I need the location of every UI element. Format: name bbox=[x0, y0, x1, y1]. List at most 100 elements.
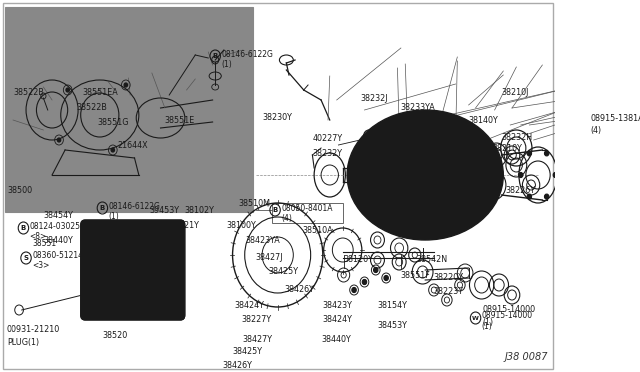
Text: B: B bbox=[21, 225, 26, 231]
Circle shape bbox=[527, 194, 531, 199]
Text: 38520: 38520 bbox=[102, 330, 127, 340]
Text: 43070Y: 43070Y bbox=[358, 170, 388, 180]
FancyBboxPatch shape bbox=[81, 220, 185, 320]
Text: 38210Y: 38210Y bbox=[493, 144, 523, 153]
Bar bbox=[271, 203, 343, 223]
Text: 38426Y: 38426Y bbox=[222, 360, 252, 369]
Text: 38440Y: 38440Y bbox=[321, 336, 351, 344]
Bar bbox=[5, 7, 253, 212]
Text: 38510M: 38510M bbox=[239, 199, 271, 208]
Text: 38233Y: 38233Y bbox=[358, 157, 388, 167]
Text: 39453Y: 39453Y bbox=[149, 205, 179, 215]
Text: 38589: 38589 bbox=[476, 164, 500, 173]
Text: 38542P: 38542P bbox=[434, 142, 464, 151]
Text: 38425Y: 38425Y bbox=[232, 347, 262, 356]
Circle shape bbox=[111, 148, 115, 152]
Text: W: W bbox=[365, 134, 372, 138]
Text: 38424Y: 38424Y bbox=[323, 315, 353, 324]
Circle shape bbox=[365, 156, 372, 164]
Text: 38210J: 38210J bbox=[502, 87, 529, 96]
Text: 08146-6122G: 08146-6122G bbox=[221, 49, 273, 58]
Circle shape bbox=[527, 151, 531, 156]
Text: 38223Y: 38223Y bbox=[433, 288, 463, 296]
Text: 38220Y: 38220Y bbox=[433, 273, 463, 282]
Text: 38227Y: 38227Y bbox=[241, 315, 271, 324]
Text: 38551: 38551 bbox=[32, 238, 56, 247]
Text: 38423Y: 38423Y bbox=[323, 301, 353, 310]
Text: (1): (1) bbox=[482, 321, 492, 330]
Ellipse shape bbox=[347, 110, 503, 240]
Text: 38424Y: 38424Y bbox=[234, 301, 264, 310]
Circle shape bbox=[57, 138, 61, 142]
Circle shape bbox=[384, 276, 388, 280]
Text: 38154Y: 38154Y bbox=[378, 301, 407, 310]
Text: 38510A: 38510A bbox=[302, 225, 333, 234]
Text: (1): (1) bbox=[483, 317, 493, 327]
Text: 38551E: 38551E bbox=[165, 115, 195, 125]
Text: 08915-1381A: 08915-1381A bbox=[590, 113, 640, 122]
Text: 08360-51214: 08360-51214 bbox=[32, 251, 83, 260]
Text: 43255Y: 43255Y bbox=[410, 134, 440, 142]
Text: 38551G: 38551G bbox=[97, 118, 129, 126]
Circle shape bbox=[352, 288, 356, 292]
Text: 43215Y: 43215Y bbox=[399, 121, 429, 129]
Text: S: S bbox=[24, 255, 29, 261]
Circle shape bbox=[553, 173, 557, 177]
Text: 38440Y: 38440Y bbox=[44, 235, 73, 244]
Text: 38232Y: 38232Y bbox=[312, 148, 342, 157]
Text: 38125Y: 38125Y bbox=[449, 141, 479, 150]
Text: 38423YA: 38423YA bbox=[246, 235, 280, 244]
Text: 38453Y: 38453Y bbox=[378, 321, 407, 330]
Text: (4): (4) bbox=[590, 125, 601, 135]
Text: <3>: <3> bbox=[32, 262, 49, 270]
Text: 08124-03025: 08124-03025 bbox=[29, 221, 81, 231]
Circle shape bbox=[66, 88, 69, 92]
Text: B: B bbox=[273, 207, 278, 213]
Text: 38426Y: 38426Y bbox=[285, 285, 314, 295]
Circle shape bbox=[374, 267, 378, 273]
Circle shape bbox=[545, 194, 549, 199]
Text: B: B bbox=[100, 205, 105, 211]
Text: 38140Y: 38140Y bbox=[468, 115, 499, 125]
Text: 38232H: 38232H bbox=[502, 132, 532, 141]
Text: 38120Y: 38120Y bbox=[344, 256, 374, 264]
Text: 38226Y: 38226Y bbox=[505, 186, 535, 195]
Text: 08915-14000: 08915-14000 bbox=[483, 305, 536, 314]
Circle shape bbox=[362, 279, 367, 285]
Text: (1): (1) bbox=[400, 214, 411, 222]
Text: W: W bbox=[392, 212, 398, 218]
Text: 38500: 38500 bbox=[7, 186, 32, 195]
Text: 38421Y: 38421Y bbox=[169, 221, 199, 230]
Text: 38165Y: 38165Y bbox=[431, 164, 461, 173]
Text: 38427J: 38427J bbox=[255, 253, 283, 263]
Circle shape bbox=[170, 226, 177, 234]
Text: 40227Y: 40227Y bbox=[312, 134, 342, 142]
Text: 21644X: 21644X bbox=[117, 141, 148, 150]
Text: 08146-6122G: 08146-6122G bbox=[108, 202, 161, 211]
Text: 00931-21210: 00931-21210 bbox=[7, 326, 60, 334]
Text: B: B bbox=[212, 53, 218, 59]
Text: 08915-44000: 08915-44000 bbox=[400, 203, 453, 212]
Text: PLUG(1): PLUG(1) bbox=[7, 337, 39, 346]
Text: 38355Y: 38355Y bbox=[108, 295, 138, 305]
Text: 38454Y: 38454Y bbox=[44, 211, 73, 219]
Text: (1): (1) bbox=[221, 60, 232, 68]
Text: 38425Y: 38425Y bbox=[268, 267, 298, 276]
Text: <8>: <8> bbox=[29, 231, 47, 241]
Text: 38551EA: 38551EA bbox=[83, 87, 118, 96]
Circle shape bbox=[545, 151, 549, 156]
Text: 38551F: 38551F bbox=[400, 270, 430, 279]
Text: 38233YA: 38233YA bbox=[401, 103, 436, 112]
Text: J38 0087: J38 0087 bbox=[505, 352, 548, 362]
Text: 38102Y: 38102Y bbox=[185, 205, 214, 215]
Text: 08915-14000: 08915-14000 bbox=[482, 311, 532, 321]
Circle shape bbox=[518, 173, 523, 177]
Text: 38232J: 38232J bbox=[360, 93, 388, 103]
Text: 38427Y: 38427Y bbox=[242, 336, 272, 344]
Text: (1): (1) bbox=[108, 212, 119, 221]
Text: 38230Y: 38230Y bbox=[262, 112, 292, 122]
Text: W: W bbox=[472, 315, 479, 321]
Text: 38542N: 38542N bbox=[417, 256, 447, 264]
Text: 38100Y: 38100Y bbox=[227, 221, 256, 230]
Circle shape bbox=[124, 83, 127, 87]
